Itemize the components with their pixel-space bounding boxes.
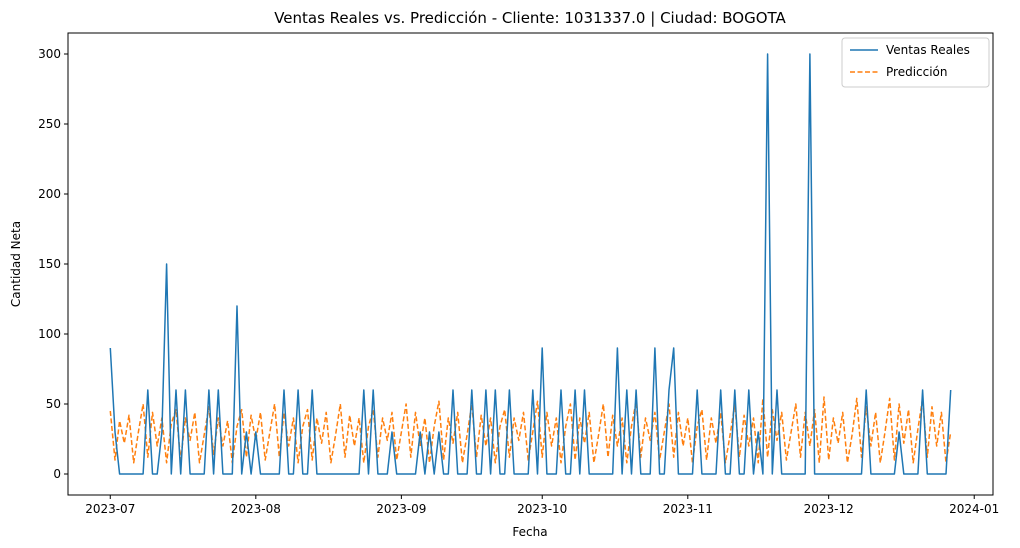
y-axis-ticks: 0 50 100 150 200 250 300: [38, 47, 68, 481]
series-line-prediccion: [109, 396, 952, 464]
y-tick-label: 100: [38, 327, 61, 341]
x-tick-label: 2024-01: [949, 502, 999, 516]
x-axis-title: Fecha: [512, 525, 547, 539]
y-tick-label: 200: [38, 187, 61, 201]
chart-title: Ventas Reales vs. Predicción - Cliente: …: [274, 9, 786, 27]
x-tick-label: 2023-11: [663, 502, 713, 516]
legend-box: [841, 37, 990, 88]
plot-area: [109, 53, 952, 475]
y-tick-label: 300: [38, 47, 61, 61]
y-tick-label: 150: [38, 257, 61, 271]
y-tick-label: 0: [53, 467, 61, 481]
x-tick-label: 2023-07: [85, 502, 135, 516]
y-tick-label: 50: [46, 397, 61, 411]
legend-label-prediccion: Predicción: [886, 65, 948, 79]
x-tick-label: 2023-12: [804, 502, 854, 516]
x-tick-label: 2023-10: [517, 502, 567, 516]
legend-label-ventas-reales: Ventas Reales: [886, 43, 970, 57]
series-line-ventas-reales: [109, 53, 952, 475]
y-axis-title: Cantidad Neta: [9, 221, 23, 307]
y-tick-label: 250: [38, 117, 61, 131]
x-axis-ticks: 2023-07 2023-08 2023-09 2023-10 2023-11 2023-…: [85, 495, 999, 516]
legend: Ventas Reales Predicción: [841, 37, 990, 88]
x-tick-label: 2023-09: [376, 502, 426, 516]
x-tick-label: 2023-08: [231, 502, 281, 516]
